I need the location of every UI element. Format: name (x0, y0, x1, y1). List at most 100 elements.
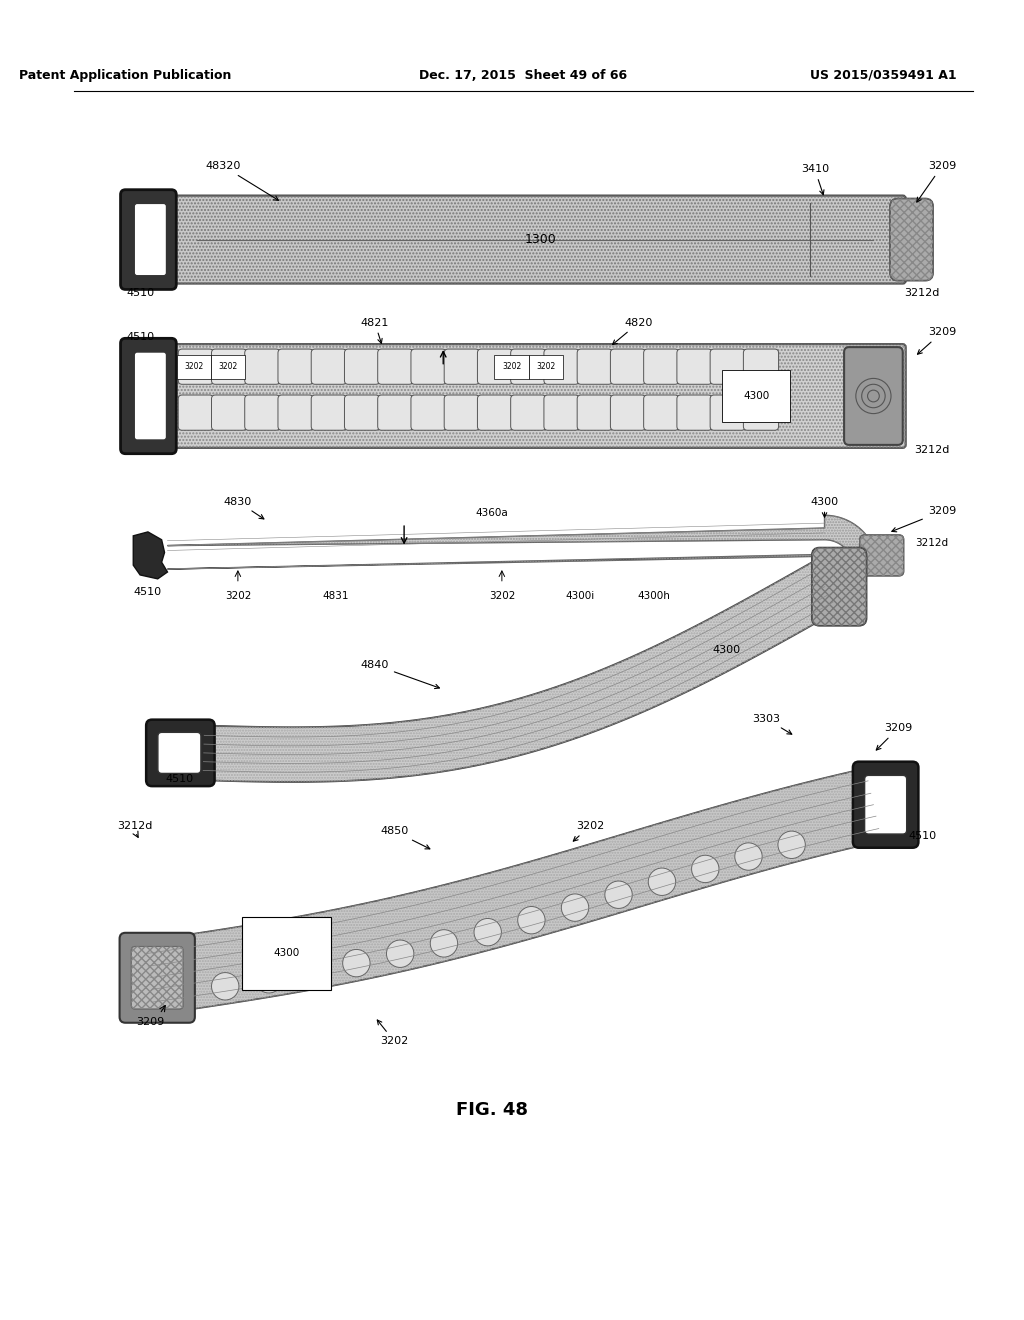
Text: 3202: 3202 (502, 362, 521, 371)
FancyBboxPatch shape (120, 933, 195, 1023)
Text: 4830: 4830 (224, 496, 264, 519)
FancyBboxPatch shape (812, 548, 866, 626)
Circle shape (605, 880, 632, 908)
Polygon shape (168, 515, 872, 569)
FancyBboxPatch shape (677, 348, 712, 384)
FancyBboxPatch shape (378, 395, 413, 430)
Text: 4510: 4510 (126, 333, 155, 342)
FancyBboxPatch shape (860, 535, 904, 576)
FancyBboxPatch shape (477, 395, 513, 430)
Text: 4510: 4510 (134, 586, 162, 597)
Text: 3410: 3410 (801, 164, 828, 194)
FancyBboxPatch shape (134, 352, 167, 440)
Text: 3202: 3202 (224, 591, 251, 602)
Text: 3202: 3202 (488, 591, 515, 602)
Text: 3202: 3202 (218, 362, 238, 371)
Text: 4360a: 4360a (476, 508, 509, 519)
Text: 4850: 4850 (380, 826, 430, 849)
FancyBboxPatch shape (743, 395, 778, 430)
FancyBboxPatch shape (864, 775, 906, 834)
FancyBboxPatch shape (844, 347, 903, 445)
Circle shape (299, 958, 327, 985)
FancyBboxPatch shape (853, 762, 919, 847)
FancyBboxPatch shape (158, 733, 201, 774)
FancyBboxPatch shape (212, 395, 247, 430)
Text: 4300: 4300 (713, 645, 740, 655)
FancyBboxPatch shape (134, 203, 167, 276)
FancyBboxPatch shape (378, 348, 413, 384)
FancyBboxPatch shape (311, 395, 346, 430)
FancyBboxPatch shape (743, 348, 778, 384)
Text: 4300h: 4300h (637, 591, 670, 602)
FancyBboxPatch shape (165, 195, 905, 284)
Text: FIG. 48: FIG. 48 (456, 1101, 528, 1119)
Text: 3209: 3209 (877, 723, 912, 750)
Circle shape (386, 940, 414, 968)
Circle shape (561, 894, 589, 921)
FancyBboxPatch shape (121, 338, 176, 454)
FancyBboxPatch shape (245, 395, 280, 430)
FancyBboxPatch shape (212, 348, 247, 384)
Text: 3202: 3202 (377, 1020, 409, 1047)
Circle shape (735, 843, 762, 870)
Text: Dec. 17, 2015  Sheet 49 of 66: Dec. 17, 2015 Sheet 49 of 66 (419, 69, 628, 82)
Text: US 2015/0359491 A1: US 2015/0359491 A1 (810, 69, 956, 82)
Text: 3202: 3202 (573, 821, 604, 841)
FancyBboxPatch shape (610, 348, 645, 384)
Circle shape (778, 832, 805, 858)
Circle shape (255, 966, 283, 993)
Text: 3202: 3202 (537, 362, 555, 371)
FancyBboxPatch shape (278, 395, 313, 430)
FancyBboxPatch shape (178, 395, 213, 430)
Circle shape (648, 869, 676, 895)
Text: Patent Application Publication: Patent Application Publication (19, 69, 231, 82)
Text: 4510: 4510 (908, 832, 936, 841)
FancyBboxPatch shape (165, 345, 905, 447)
FancyBboxPatch shape (610, 395, 645, 430)
Text: 3209: 3209 (916, 161, 956, 202)
FancyBboxPatch shape (411, 348, 446, 384)
Text: 4831: 4831 (323, 591, 349, 602)
Text: 4840: 4840 (360, 660, 439, 689)
FancyBboxPatch shape (411, 395, 446, 430)
Circle shape (691, 855, 719, 883)
Circle shape (518, 907, 545, 933)
FancyBboxPatch shape (677, 395, 712, 430)
FancyBboxPatch shape (710, 348, 745, 384)
FancyBboxPatch shape (544, 395, 580, 430)
Text: 4300i: 4300i (565, 591, 595, 602)
Circle shape (430, 929, 458, 957)
Text: 3209: 3209 (918, 327, 956, 354)
Text: 3212d: 3212d (914, 445, 950, 455)
Text: 48320: 48320 (206, 161, 279, 201)
Text: 4300: 4300 (810, 496, 839, 517)
FancyBboxPatch shape (890, 198, 933, 281)
FancyBboxPatch shape (344, 395, 380, 430)
FancyBboxPatch shape (644, 395, 679, 430)
Circle shape (212, 973, 239, 1001)
Text: 3303: 3303 (752, 714, 792, 734)
FancyBboxPatch shape (311, 348, 346, 384)
FancyBboxPatch shape (146, 719, 215, 787)
Polygon shape (144, 768, 882, 1015)
Text: 4300: 4300 (273, 948, 300, 958)
Circle shape (474, 919, 502, 946)
FancyBboxPatch shape (121, 190, 176, 289)
Text: 3212d: 3212d (915, 537, 948, 548)
FancyBboxPatch shape (511, 395, 546, 430)
FancyBboxPatch shape (644, 348, 679, 384)
Text: 3209: 3209 (136, 1016, 164, 1027)
Text: 4820: 4820 (612, 318, 653, 345)
FancyBboxPatch shape (444, 348, 479, 384)
Text: 4510: 4510 (165, 775, 194, 784)
Text: 3212d: 3212d (118, 821, 153, 832)
Polygon shape (203, 562, 838, 781)
FancyBboxPatch shape (511, 348, 546, 384)
Circle shape (343, 949, 370, 977)
FancyBboxPatch shape (544, 348, 580, 384)
FancyBboxPatch shape (444, 395, 479, 430)
Text: 3209: 3209 (892, 507, 956, 532)
FancyBboxPatch shape (278, 348, 313, 384)
Text: 3212d: 3212d (904, 288, 940, 298)
Text: 1300: 1300 (525, 234, 557, 246)
